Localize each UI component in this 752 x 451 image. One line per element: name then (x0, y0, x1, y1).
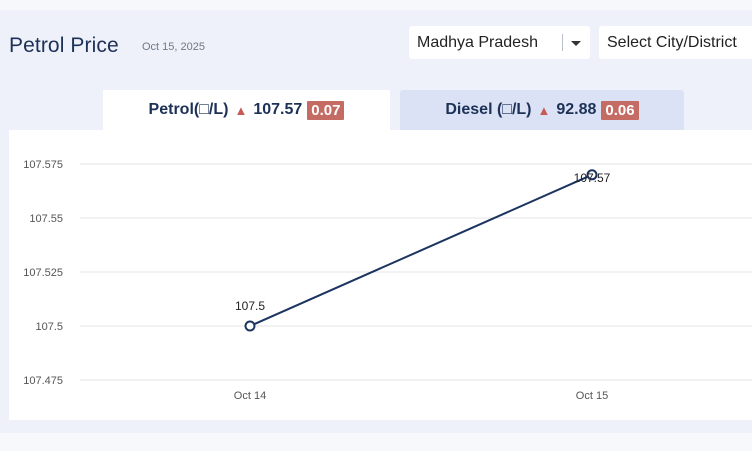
y-tick-label: 107.5 (35, 321, 63, 333)
tab-petrol-label: Petrol(□/L) (148, 101, 229, 118)
select-divider (562, 34, 563, 51)
price-line-chart: 107.475 107.5 107.525 107.55 107.575 Oct 14 Oc… (23, 159, 752, 402)
x-tick-label: Oct 14 (234, 390, 266, 402)
price-date: Oct 15, 2025 (142, 41, 205, 53)
city-select-placeholder: Select City/District (607, 34, 737, 51)
tab-diesel[interactable]: Diesel (□/L) ▲ 92.88 0.06 (400, 90, 684, 130)
city-select[interactable]: Select City/District (599, 26, 752, 59)
state-select[interactable]: Madhya Pradesh (409, 26, 590, 59)
tab-diesel-label: Diesel (□/L) (445, 101, 532, 118)
x-tick-label: Oct 15 (576, 390, 608, 402)
data-label: 107.57 (574, 171, 611, 185)
y-tick-label: 107.55 (29, 213, 63, 225)
chevron-down-icon[interactable] (571, 41, 581, 46)
data-label: 107.5 (235, 299, 265, 313)
y-tick-label: 107.525 (23, 267, 63, 279)
tab-diesel-change-badge: 0.06 (601, 100, 639, 120)
page-title: Petrol Price (9, 34, 119, 57)
price-chart: 107.475 107.5 107.525 107.55 107.575 Oct 14 Oc… (9, 130, 752, 420)
tab-petrol-price: 107.57 (253, 101, 303, 118)
data-point (244, 320, 256, 332)
state-select-value: Madhya Pradesh (417, 34, 538, 51)
y-tick-label: 107.575 (23, 159, 63, 171)
y-tick-label: 107.475 (23, 375, 63, 387)
up-arrow-icon: ▲ (537, 102, 551, 118)
tab-petrol[interactable]: Petrol(□/L) ▲ 107.57 0.07 (103, 90, 390, 130)
up-arrow-icon: ▲ (234, 102, 248, 118)
series-line (249, 173, 593, 327)
data-point (586, 169, 598, 181)
top-strip (0, 0, 752, 10)
tab-petrol-change-badge: 0.07 (307, 100, 345, 120)
tab-diesel-price: 92.88 (556, 101, 597, 118)
bottom-strip (0, 433, 752, 451)
